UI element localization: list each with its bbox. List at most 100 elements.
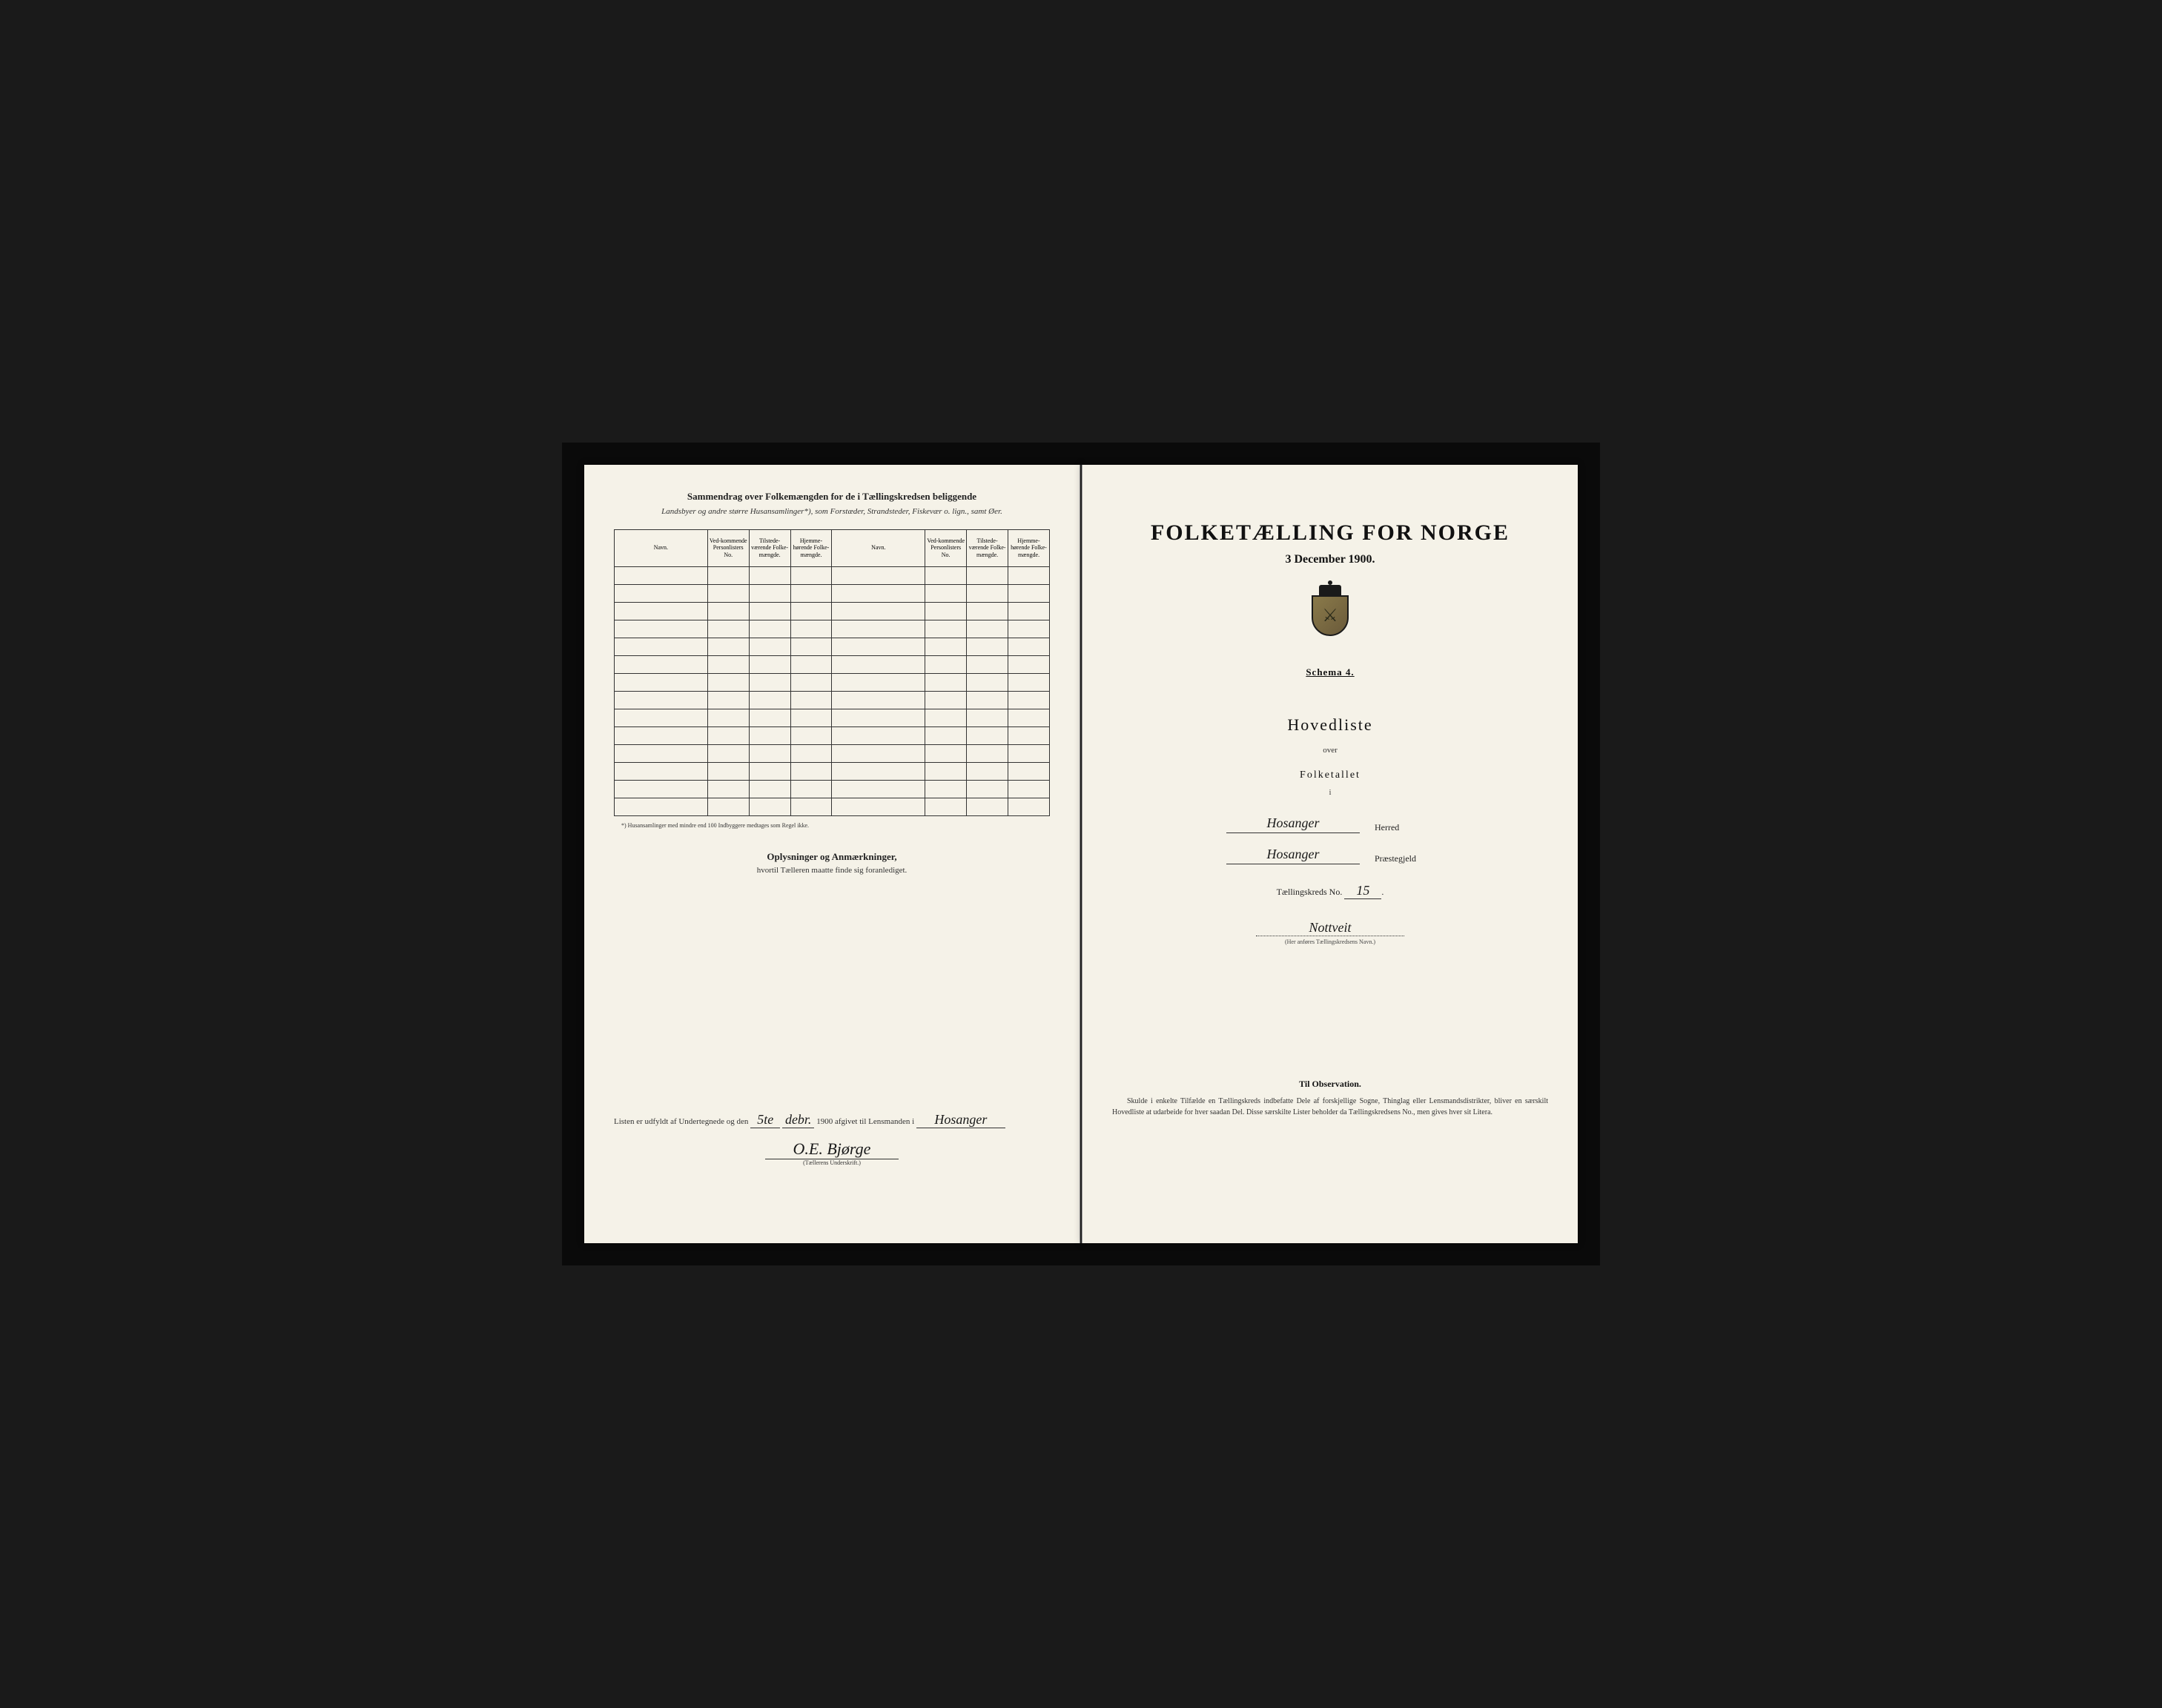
table-cell (832, 762, 925, 780)
table-cell (1008, 638, 1050, 655)
table-cell (749, 726, 790, 744)
table-cell (615, 709, 708, 726)
right-page: FOLKETÆLLING FOR NORGE 3 December 1900. … (1082, 465, 1578, 1243)
table-row (615, 726, 1050, 744)
table-cell (1008, 602, 1050, 620)
table-cell (1008, 726, 1050, 744)
table-cell (967, 709, 1008, 726)
table-row (615, 566, 1050, 584)
table-row (615, 798, 1050, 815)
table-row (615, 780, 1050, 798)
table-body (615, 566, 1050, 815)
table-cell (1008, 673, 1050, 691)
table-cell (925, 673, 967, 691)
observation-title: Til Observation. (1112, 1079, 1548, 1090)
table-cell (615, 566, 708, 584)
table-cell (967, 798, 1008, 815)
table-cell (707, 620, 749, 638)
col-personlister-2: Ved-kommende Personlisters No. (925, 529, 967, 566)
kreds-row: Tællingskreds No. 15. (1112, 883, 1548, 899)
table-cell (615, 655, 708, 673)
table-cell (707, 584, 749, 602)
sig-place: Hosanger (916, 1112, 1005, 1128)
praestegjeld-label: Præstegjeld (1375, 853, 1434, 864)
schema-label: Schema 4. (1112, 666, 1548, 678)
table-cell (707, 673, 749, 691)
table-cell (615, 798, 708, 815)
table-row (615, 762, 1050, 780)
table-cell (749, 691, 790, 709)
table-cell (967, 726, 1008, 744)
table-cell (832, 798, 925, 815)
table-cell (925, 655, 967, 673)
table-row (615, 638, 1050, 655)
col-hjemme-2: Hjemme-hørende Folke-mængde. (1008, 529, 1050, 566)
table-cell (749, 638, 790, 655)
table-cell (967, 638, 1008, 655)
table-cell (707, 709, 749, 726)
table-cell (925, 762, 967, 780)
crown-icon (1319, 585, 1341, 595)
table-cell (832, 566, 925, 584)
table-row (615, 602, 1050, 620)
left-header: Sammendrag over Folkemængden for de i Tæ… (614, 491, 1050, 518)
table-cell (707, 780, 749, 798)
col-hjemme-1: Hjemme-hørende Folke-mængde. (790, 529, 832, 566)
table-cell (749, 709, 790, 726)
praestegjeld-row: Hosanger Præstegjeld (1112, 847, 1548, 864)
table-cell (832, 691, 925, 709)
table-cell (707, 691, 749, 709)
kreds-label: Tællingskreds No. (1277, 887, 1343, 897)
herred-row: Hosanger Herred (1112, 815, 1548, 833)
table-cell (967, 691, 1008, 709)
herred-label: Herred (1375, 822, 1434, 833)
over-label: over (1112, 746, 1548, 755)
table-cell (967, 655, 1008, 673)
herred-value: Hosanger (1226, 815, 1360, 833)
col-tilstede-2: Tilstede-værende Folke-mængde. (967, 529, 1008, 566)
left-page: Sammendrag over Folkemængden for de i Tæ… (584, 465, 1080, 1243)
scan-frame: Sammendrag over Folkemængden for de i Tæ… (562, 443, 1600, 1265)
table-cell (925, 798, 967, 815)
table-row (615, 620, 1050, 638)
table-cell (832, 655, 925, 673)
col-navn-2: Navn. (832, 529, 925, 566)
table-header-row: Navn. Ved-kommende Personlisters No. Til… (615, 529, 1050, 566)
sig-prefix: Listen er udfyldt af Undertegnede og den (614, 1117, 748, 1126)
table-cell (790, 726, 832, 744)
table-cell (925, 726, 967, 744)
table-row (615, 655, 1050, 673)
table-cell (707, 566, 749, 584)
main-date: 3 December 1900. (1112, 553, 1548, 566)
table-cell (925, 602, 967, 620)
table-cell (1008, 620, 1050, 638)
oplysninger-sub: hvortil Tælleren maatte finde sig foranl… (614, 866, 1050, 875)
summary-table: Navn. Ved-kommende Personlisters No. Til… (614, 529, 1050, 816)
table-cell (749, 584, 790, 602)
table-cell (925, 780, 967, 798)
oplysninger-header: Oplysninger og Anmærkninger, (614, 851, 1050, 863)
table-cell (749, 744, 790, 762)
table-cell (832, 780, 925, 798)
table-cell (832, 584, 925, 602)
table-cell (1008, 798, 1050, 815)
table-row (615, 709, 1050, 726)
table-cell (615, 584, 708, 602)
sig-year: 1900 afgivet til Lensmanden i (816, 1117, 914, 1126)
kreds-no: 15 (1344, 883, 1381, 899)
table-cell (790, 798, 832, 815)
table-cell (707, 638, 749, 655)
table-cell (832, 744, 925, 762)
table-cell (1008, 566, 1050, 584)
table-cell (707, 655, 749, 673)
table-cell (749, 673, 790, 691)
table-cell (749, 655, 790, 673)
table-cell (790, 744, 832, 762)
table-cell (967, 602, 1008, 620)
folketallet-label: Folketallet (1112, 769, 1548, 781)
table-cell (790, 602, 832, 620)
sig-month: debr. (782, 1112, 815, 1128)
table-cell (749, 780, 790, 798)
table-row (615, 744, 1050, 762)
kreds-name: Nottveit (1256, 920, 1404, 936)
